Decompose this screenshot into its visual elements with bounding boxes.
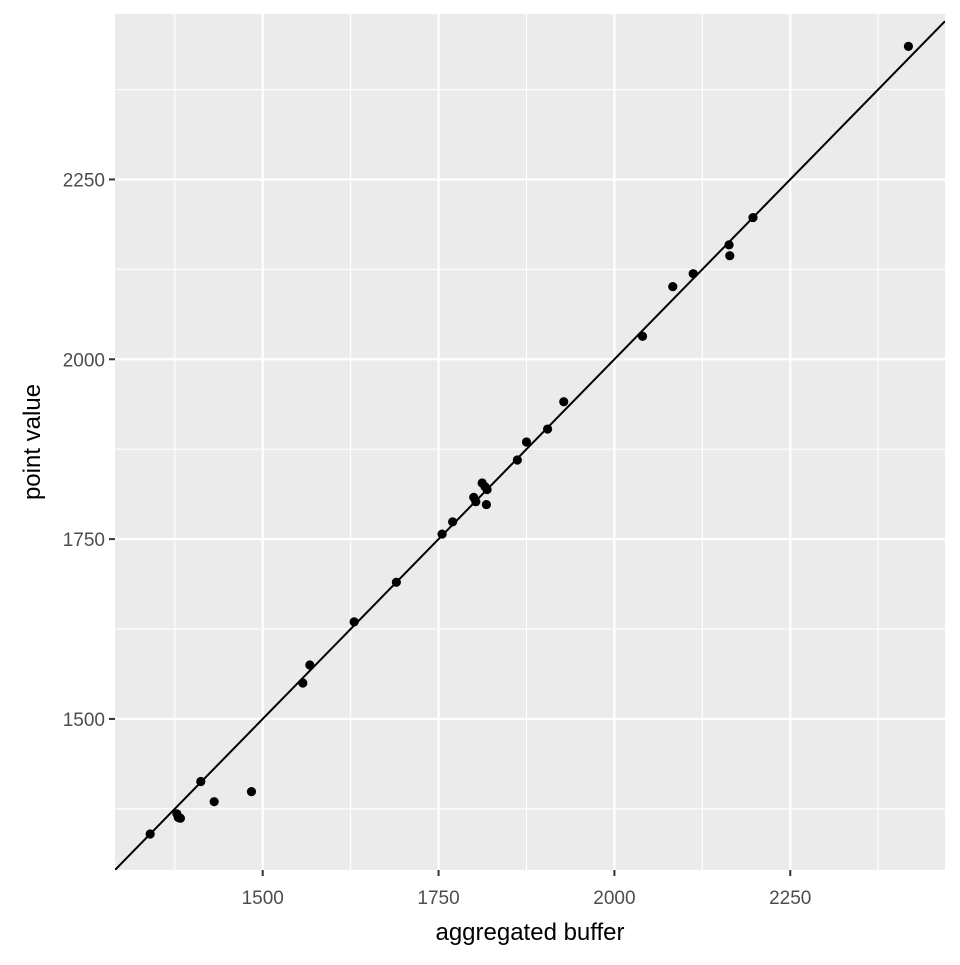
x-tick-label: 2250 xyxy=(769,888,811,909)
data-point xyxy=(748,212,758,223)
y-tick-label: 1500 xyxy=(63,710,105,731)
data-point xyxy=(175,813,186,823)
y-axis-title: point value xyxy=(19,384,46,500)
x-tick-label: 2000 xyxy=(593,888,635,909)
data-point xyxy=(559,397,569,407)
data-point xyxy=(471,497,481,507)
data-point xyxy=(668,282,678,292)
data-point xyxy=(349,617,359,627)
data-point xyxy=(391,577,401,587)
data-point xyxy=(903,41,914,51)
data-point xyxy=(482,484,492,495)
data-point xyxy=(145,829,155,839)
data-point xyxy=(246,786,257,797)
data-point xyxy=(688,269,698,279)
data-point xyxy=(512,455,522,465)
data-point xyxy=(542,424,553,434)
data-point xyxy=(448,517,458,527)
data-point xyxy=(196,776,206,787)
y-tick-label: 2000 xyxy=(63,350,105,371)
x-axis: 1500 1750 2000 2250 xyxy=(242,870,811,909)
reference-line-layer xyxy=(115,20,945,870)
data-point xyxy=(298,678,308,688)
data-point xyxy=(437,529,447,539)
x-tick-label: 1500 xyxy=(242,888,284,909)
reference-line xyxy=(115,20,945,870)
data-point xyxy=(637,331,648,341)
y-tick-label: 1750 xyxy=(63,530,105,551)
data-point xyxy=(521,437,532,447)
x-axis-title: aggregated buffer xyxy=(435,919,624,946)
y-tick-label: 2250 xyxy=(63,170,105,191)
data-point xyxy=(209,797,219,807)
y-axis: 1500 1750 2000 2250 xyxy=(63,170,115,731)
data-point xyxy=(724,240,734,250)
data-point xyxy=(481,499,491,510)
x-tick-label: 1750 xyxy=(417,888,459,909)
data-point xyxy=(725,251,735,261)
data-point xyxy=(305,660,315,670)
data-points xyxy=(145,41,914,839)
grid-lines xyxy=(115,14,945,870)
